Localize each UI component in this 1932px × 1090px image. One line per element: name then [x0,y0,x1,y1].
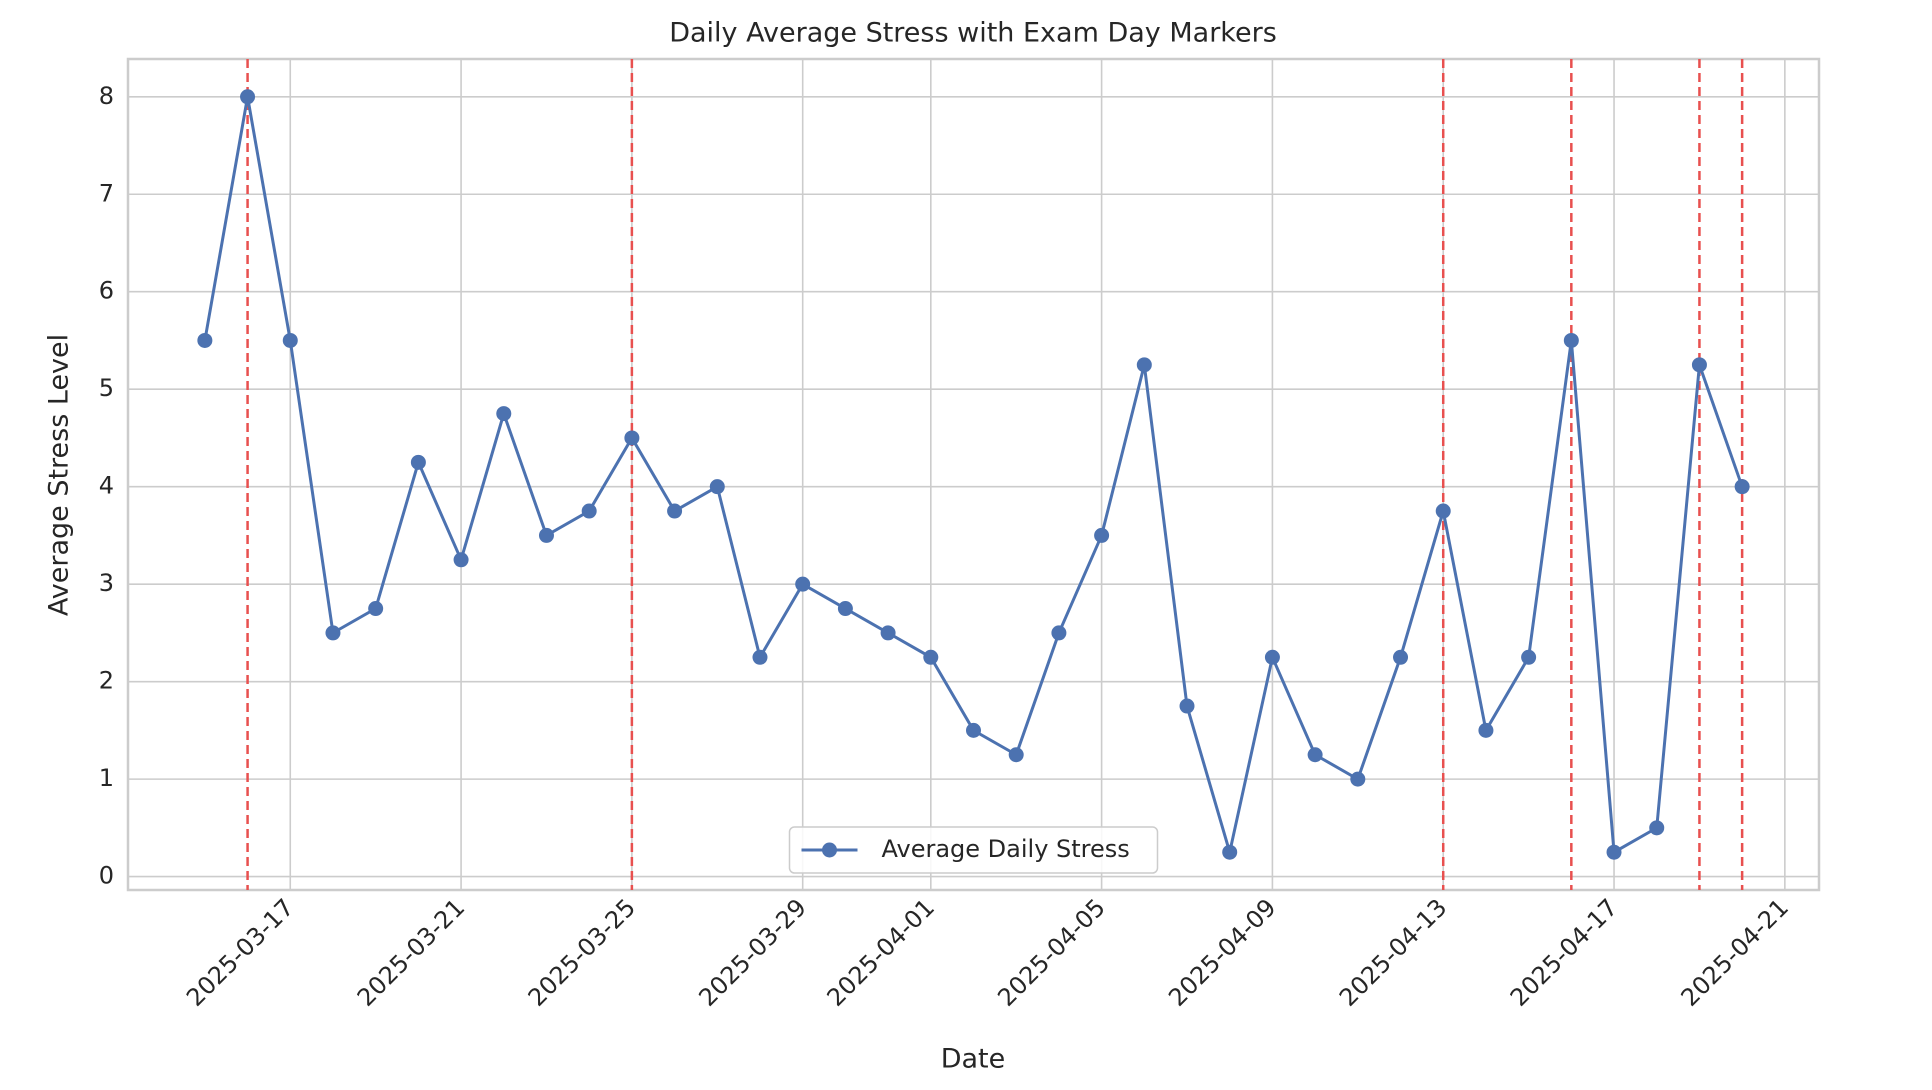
data-point [1734,479,1750,495]
data-point [1606,844,1622,860]
data-point [1264,649,1280,665]
data-point [1094,527,1110,543]
legend-box [788,826,1159,874]
data-point [581,503,597,519]
data-point [1521,649,1537,665]
data-point [1222,844,1238,860]
data-point [1563,332,1579,348]
data-point [197,332,213,348]
y-tick-label: 0 [99,862,114,890]
data-point [966,722,981,738]
data-point [880,625,896,641]
y-tick-label: 3 [99,569,114,597]
y-tick-label: 8 [99,82,114,110]
data-point [240,89,256,105]
y-axis-label: Average Stress Level [44,334,75,616]
data-point [752,649,768,665]
data-point [1649,820,1665,836]
y-tick-label: 4 [99,472,114,500]
data-point [837,601,853,617]
data-point [368,601,384,617]
data-point [1307,747,1323,763]
data-point [1350,771,1366,787]
data-point [1478,722,1494,738]
data-point [1008,747,1024,763]
data-point [325,625,341,641]
data-point [1435,503,1451,519]
y-tick-label: 1 [99,764,114,792]
data-point [410,454,426,470]
data-point [1136,357,1152,373]
y-tick-label: 2 [99,667,114,695]
data-point [496,406,512,422]
data-point [282,332,298,348]
chart-title: Daily Average Stress with Exam Day Marke… [669,18,1277,49]
legend: Average Daily Stress [788,826,1159,874]
data-point [1393,649,1409,665]
legend-marker [822,842,837,858]
y-tick-label: 6 [99,277,114,305]
data-point [1179,698,1195,714]
data-point [453,552,469,568]
data-point [923,649,939,665]
data-point [624,430,640,446]
plot-frame [126,57,1821,892]
data-point [709,479,725,495]
x-axis-label: Date [941,1044,1006,1075]
legend-label: Average Daily Stress [882,835,1130,863]
y-tick-label: 5 [99,374,114,402]
data-point [538,527,554,543]
data-point [1051,625,1067,641]
y-tick-label: 7 [99,179,114,207]
data-point [1691,357,1707,373]
data-point [667,503,683,519]
data-point [795,576,811,592]
